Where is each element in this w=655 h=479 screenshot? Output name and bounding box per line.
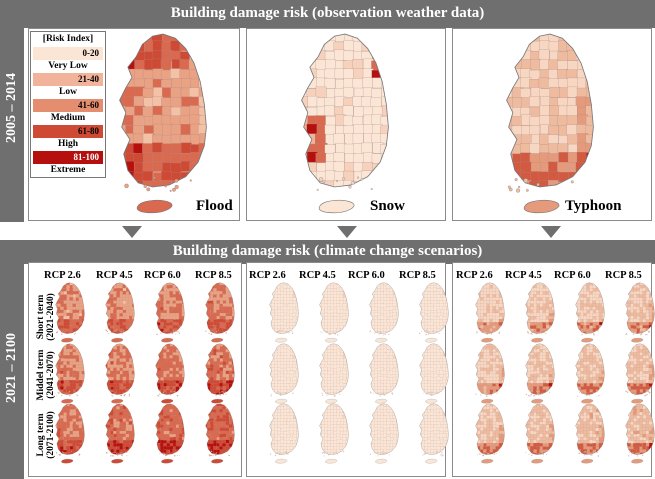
scenario-map-snow xyxy=(369,403,399,464)
scenario-map-flood xyxy=(55,403,85,464)
rcp-header: RCP 2.6 xyxy=(44,270,81,281)
scenario-map-typhoon xyxy=(525,282,555,343)
scenario-map-typhoon xyxy=(475,403,505,464)
arrow-down-icon xyxy=(337,226,357,238)
rcp-header: RCP 8.5 xyxy=(399,270,436,281)
legend-range: 21-40 xyxy=(78,74,99,84)
flood-map xyxy=(119,33,207,214)
legend-class: Low xyxy=(59,87,77,97)
legend-range: 0-20 xyxy=(82,48,100,58)
legend-swatch-high: 61-80 xyxy=(33,125,103,138)
rcp-header: RCP 6.0 xyxy=(554,270,591,281)
legend-title: [Risk Index] xyxy=(42,34,94,44)
rcp-header: RCP 6.0 xyxy=(144,270,181,281)
typhoon-map xyxy=(506,33,594,214)
scenario-map-typhoon xyxy=(475,343,505,404)
scenario-map-snow xyxy=(319,343,349,404)
rcp-header: RCP 4.5 xyxy=(96,270,133,281)
scenario-map-snow xyxy=(319,282,349,343)
rcp-header: RCP 4.5 xyxy=(505,270,542,281)
snow-map xyxy=(301,33,389,214)
rcp-header: RCP 6.0 xyxy=(348,270,385,281)
scenario-map-flood xyxy=(205,403,235,464)
scenario-title: Building damage risk (climate change sce… xyxy=(0,240,655,264)
hazard-label-snow: Snow xyxy=(370,198,406,214)
observation-title: Building damage risk (observation weathe… xyxy=(0,0,655,28)
period-label-bottom: 2021 – 2100 xyxy=(4,333,19,403)
term-name: Short term xyxy=(36,294,46,340)
scenario-map-snow xyxy=(419,282,449,343)
rcp-header: RCP 8.5 xyxy=(195,270,232,281)
scenario-map-flood xyxy=(155,343,185,404)
scenario-map-flood xyxy=(105,403,135,464)
legend-class: Medium xyxy=(50,113,86,123)
scenario-map-snow xyxy=(269,403,299,464)
scenario-map-flood xyxy=(105,282,135,343)
scenario-map-typhoon xyxy=(575,403,605,464)
scenario-map-typhoon xyxy=(525,343,555,404)
scenario-map-snow xyxy=(369,282,399,343)
term-name: Middel term xyxy=(36,349,46,401)
legend-swatch-extreme: 81-100 xyxy=(33,151,103,164)
legend-range: 61-80 xyxy=(78,126,99,136)
legend-range: 41-60 xyxy=(78,100,99,110)
rcp-header: RCP 4.5 xyxy=(299,270,336,281)
scenario-map-typhoon xyxy=(525,403,555,464)
scenario-map-flood xyxy=(205,282,235,343)
period-bar-top: 2005 – 2014 xyxy=(0,0,24,222)
arrow-down-icon xyxy=(122,226,142,238)
scenario-map-snow xyxy=(269,343,299,404)
period-bar-bottom: 2021 – 2100 xyxy=(0,240,24,479)
legend-class: Very Low xyxy=(48,61,88,71)
scenario-map-snow xyxy=(369,343,399,404)
rcp-header: RCP 2.6 xyxy=(249,270,286,281)
legend-range: 81-100 xyxy=(73,152,100,162)
hazard-label-flood: Flood xyxy=(196,198,233,214)
scenario-map-flood xyxy=(55,282,85,343)
scenario-map-flood xyxy=(105,343,135,404)
hazard-label-typhoon: Typhoon xyxy=(565,198,622,214)
period-label-top: 2005 – 2014 xyxy=(4,73,19,143)
arrow-down-icon xyxy=(541,226,561,238)
scenario-map-snow xyxy=(419,403,449,464)
scenario-map-flood xyxy=(155,282,185,343)
scenario-map-typhoon xyxy=(575,343,605,404)
legend-class: Extreme xyxy=(50,165,86,175)
scenario-map-snow xyxy=(319,403,349,464)
legend-class: High xyxy=(57,139,79,149)
scenario-map-typhoon xyxy=(625,282,655,343)
scenario-map-flood xyxy=(55,343,85,404)
scenario-map-typhoon xyxy=(475,282,505,343)
legend-swatch-low: 21-40 xyxy=(33,73,103,86)
risk-legend: [Risk Index] 0-20 Very Low 21-40 Low 41-… xyxy=(30,31,106,178)
rcp-header: RCP 2.6 xyxy=(456,270,493,281)
scenario-map-typhoon xyxy=(625,403,655,464)
scenario-map-typhoon xyxy=(625,343,655,404)
legend-swatch-very-low: 0-20 xyxy=(33,47,103,60)
scenario-map-flood xyxy=(205,343,235,404)
rcp-header: RCP 8.5 xyxy=(605,270,642,281)
scenario-map-snow xyxy=(419,343,449,404)
scenario-map-snow xyxy=(269,282,299,343)
legend-swatch-medium: 41-60 xyxy=(33,99,103,112)
scenario-map-typhoon xyxy=(575,282,605,343)
scenario-map-flood xyxy=(155,403,185,464)
term-name: Long term xyxy=(36,413,46,457)
